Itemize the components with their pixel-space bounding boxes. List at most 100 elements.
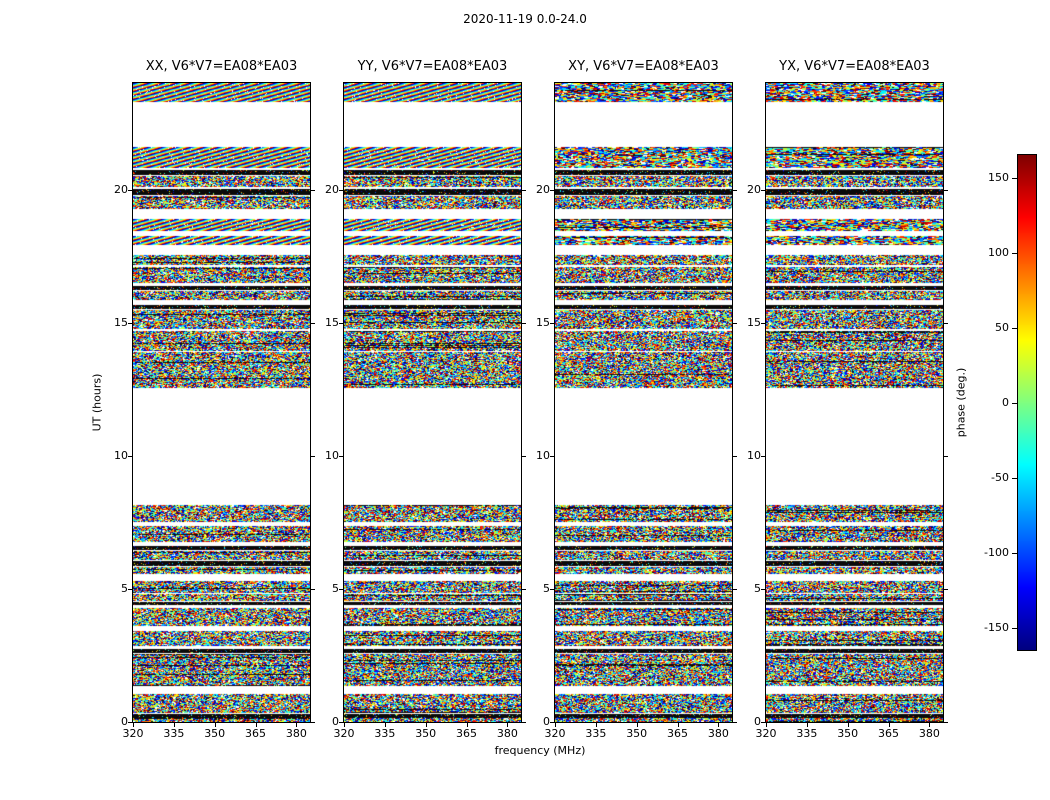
x-tick-label: 335 <box>374 727 396 740</box>
y-tick-label: 15 <box>536 315 550 329</box>
panel-title-xy: XY, V6*V7=EA08*EA03 <box>568 59 719 74</box>
y-tick-mark-right <box>311 322 315 324</box>
y-tick-mark-right <box>522 588 526 590</box>
colorbar-tick-mark <box>1012 327 1017 329</box>
x-tick-mark <box>173 723 175 727</box>
y-tick-mark <box>339 322 343 324</box>
heatmap-canvas-yx <box>766 83 943 722</box>
y-tick-mark-right <box>944 588 948 590</box>
y-tick-mark-right <box>311 455 315 457</box>
heatmap-canvas-yy <box>344 83 521 722</box>
y-tick-label: 5 <box>543 581 550 595</box>
x-tick-label: 320 <box>544 727 566 740</box>
x-tick-mark <box>806 723 808 727</box>
y-tick-mark <box>339 722 343 723</box>
y-tick-label: 15 <box>325 315 339 329</box>
x-tick-mark <box>466 723 468 727</box>
y-tick-label: 10 <box>325 448 339 462</box>
y-tick-mark-right <box>733 189 737 191</box>
colorbar-tick-mark <box>1012 402 1017 404</box>
x-tick-label: 380 <box>707 727 729 740</box>
y-tick-label: 10 <box>114 448 128 462</box>
colorbar-tick-label: 50 <box>995 320 1009 334</box>
y-tick-mark-right <box>522 322 526 324</box>
x-tick-mark <box>384 723 386 727</box>
x-tick-mark <box>555 723 556 727</box>
x-tick-mark <box>214 723 216 727</box>
y-tick-label: 10 <box>536 448 550 462</box>
x-tick-label: 350 <box>415 727 437 740</box>
y-tick-mark <box>550 722 554 723</box>
panel-title-yy: YY, V6*V7=EA08*EA03 <box>357 59 508 74</box>
y-tick-mark <box>761 189 765 191</box>
x-tick-label: 380 <box>285 727 307 740</box>
y-tick-mark-right <box>522 722 526 723</box>
y-tick-mark <box>128 189 132 191</box>
y-tick-mark-right <box>733 722 737 723</box>
y-tick-mark-right <box>944 455 948 457</box>
panel-xy: XY, V6*V7=EA08*EA03 <box>554 0 733 800</box>
y-tick-mark-right <box>311 588 315 590</box>
x-tick-label: 365 <box>878 727 900 740</box>
x-tick-label: 365 <box>667 727 689 740</box>
y-tick-mark <box>550 588 554 590</box>
panel-title-yx: YX, V6*V7=EA08*EA03 <box>779 59 930 74</box>
x-tick-label: 350 <box>626 727 648 740</box>
colorbar-tick-mark <box>1012 627 1017 629</box>
heatmap-canvas-xy <box>555 83 732 722</box>
plot-frame-yy <box>343 82 522 723</box>
colorbar-tick-label: -150 <box>984 620 1009 634</box>
x-tick-mark <box>929 723 931 727</box>
y-tick-mark <box>128 455 132 457</box>
y-tick-label: 20 <box>114 182 128 196</box>
x-tick-label: 350 <box>204 727 226 740</box>
y-tick-label: 0 <box>332 715 339 728</box>
x-tick-mark <box>425 723 427 727</box>
y-axis-label: UT (hours) <box>90 373 104 432</box>
x-axis-label: frequency (MHz) <box>494 744 586 757</box>
x-tick-label: 320 <box>122 727 144 740</box>
y-tick-label: 5 <box>121 581 128 595</box>
x-tick-mark <box>507 723 509 727</box>
colorbar <box>1017 154 1037 651</box>
y-tick-label: 20 <box>536 182 550 196</box>
y-tick-mark-right <box>733 455 737 457</box>
x-tick-label: 365 <box>456 727 478 740</box>
y-tick-mark <box>761 322 765 324</box>
x-tick-label: 335 <box>796 727 818 740</box>
y-tick-mark <box>128 588 132 590</box>
x-tick-mark <box>255 723 257 727</box>
y-tick-mark-right <box>522 189 526 191</box>
y-tick-mark <box>128 722 132 723</box>
y-tick-label: 15 <box>114 315 128 329</box>
y-tick-label: 15 <box>747 315 761 329</box>
panel-yx: YX, V6*V7=EA08*EA03 <box>765 0 944 800</box>
x-tick-mark <box>296 723 298 727</box>
y-tick-mark-right <box>311 189 315 191</box>
colorbar-tick-label: -100 <box>984 545 1009 559</box>
y-tick-mark-right <box>522 455 526 457</box>
x-tick-mark <box>344 723 345 727</box>
y-tick-mark-right <box>733 588 737 590</box>
plot-frame-xy <box>554 82 733 723</box>
y-tick-label: 0 <box>121 715 128 728</box>
y-tick-mark <box>761 722 765 723</box>
colorbar-tick-label: 0 <box>1002 395 1009 409</box>
y-tick-label: 5 <box>754 581 761 595</box>
heatmap-canvas-xx <box>133 83 310 722</box>
panel-title-xx: XX, V6*V7=EA08*EA03 <box>145 59 298 74</box>
y-tick-mark-right <box>944 322 948 324</box>
y-tick-mark-right <box>733 322 737 324</box>
x-tick-mark <box>677 723 679 727</box>
x-tick-label: 320 <box>333 727 355 740</box>
y-tick-label: 20 <box>325 182 339 196</box>
colorbar-gradient <box>1018 155 1036 650</box>
y-tick-mark <box>761 455 765 457</box>
y-tick-mark-right <box>311 722 315 723</box>
y-tick-mark-right <box>944 722 948 723</box>
panel-yy: YY, V6*V7=EA08*EA03 <box>343 0 522 800</box>
colorbar-tick-mark <box>1012 252 1017 254</box>
x-tick-mark <box>847 723 849 727</box>
y-tick-mark <box>128 322 132 324</box>
